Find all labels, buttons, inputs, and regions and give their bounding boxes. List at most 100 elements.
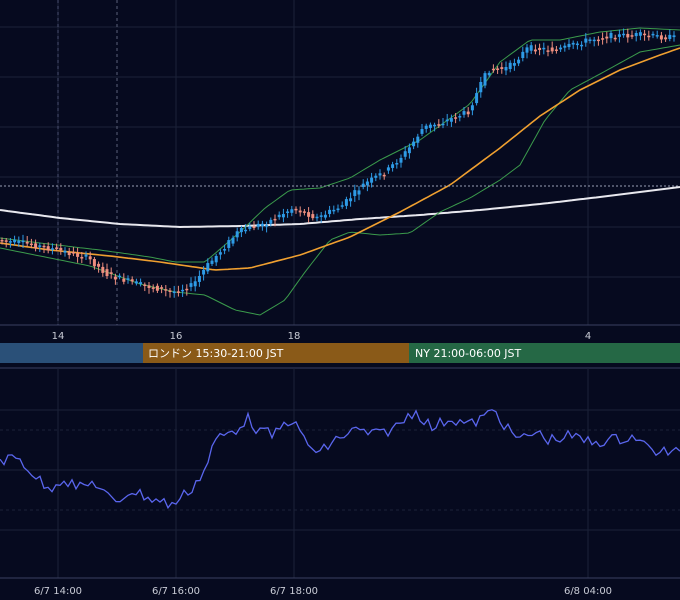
candle-body [584, 38, 588, 43]
candle-body [290, 209, 294, 213]
candle-body [307, 212, 311, 217]
candle-body [349, 198, 353, 202]
candle-body [500, 67, 504, 69]
candle-body [433, 124, 437, 127]
candle-body [38, 245, 42, 247]
candle-body [617, 34, 621, 37]
candle-body [235, 231, 239, 238]
candle-body [302, 211, 306, 213]
candle-body [412, 141, 416, 147]
candle-body [336, 208, 340, 211]
candle-body [84, 254, 88, 257]
candle-body [122, 278, 126, 282]
candle-body [160, 287, 164, 289]
candle-body [630, 35, 634, 37]
candle-body [374, 175, 378, 178]
candle-body [647, 35, 651, 38]
candle-body [193, 281, 197, 287]
candle-body [147, 285, 151, 288]
candle-body [176, 291, 180, 293]
candle-body [445, 119, 449, 122]
candle-body [563, 45, 567, 48]
candle-body [286, 211, 290, 213]
candle-body [475, 93, 479, 104]
candle-body [420, 129, 424, 134]
candle-body [227, 240, 231, 248]
x-tick-label: 6/7 18:00 [270, 586, 318, 597]
candle-body [567, 43, 571, 48]
candle-body [218, 252, 222, 255]
candle-body [357, 190, 361, 195]
candle-body [17, 240, 21, 243]
candle-body [34, 243, 38, 249]
candle-body [521, 51, 525, 58]
candle-body [269, 219, 273, 224]
sma-line [0, 186, 680, 229]
candle-body [248, 226, 252, 230]
candle-body [601, 38, 605, 40]
candle-body [588, 39, 592, 41]
candle-body [559, 47, 563, 50]
candle-body [554, 49, 558, 51]
x-tick-label: 14 [52, 331, 65, 342]
candle-body [504, 67, 508, 71]
session-band-london [143, 343, 409, 363]
candle-body [311, 214, 315, 219]
candle-body [0, 239, 4, 242]
candle-body [42, 245, 46, 248]
x-tick-label: 18 [288, 331, 301, 342]
candle-body [395, 163, 399, 165]
candle-body [92, 259, 96, 267]
candle-body [533, 49, 537, 52]
candle-body [55, 247, 59, 249]
candle-body [328, 209, 332, 214]
x-tick-label: 6/7 16:00 [152, 586, 200, 597]
candle-body [50, 248, 54, 250]
candle-body [298, 210, 302, 213]
candle-body [386, 167, 390, 171]
candle-body [525, 47, 529, 53]
candle-body [4, 240, 8, 242]
candle-body [197, 275, 201, 282]
candle-body [206, 263, 210, 272]
candle-body [622, 33, 626, 36]
candle-body [101, 266, 105, 273]
candle-body [580, 44, 584, 47]
candle-body [143, 284, 147, 287]
candle-body [491, 68, 495, 71]
candle-body [428, 124, 432, 128]
candle-body [538, 47, 542, 51]
candle-body [454, 117, 458, 119]
candle-body [265, 225, 269, 227]
candle-body [407, 147, 411, 154]
candle-body [483, 73, 487, 86]
candle-body [151, 287, 155, 289]
candle-body [97, 263, 101, 267]
candles [0, 28, 676, 298]
lower-pane-grid [0, 368, 680, 578]
candle-body [164, 289, 168, 291]
candle-body [643, 33, 647, 36]
candle-body [441, 123, 445, 126]
candle-body [126, 278, 130, 280]
candle-body [260, 223, 264, 227]
candle-body [659, 35, 663, 40]
candle-body [575, 43, 579, 46]
candle-body [185, 288, 189, 291]
candle-body [113, 276, 117, 280]
candle-body [231, 237, 235, 244]
session-band-ny [409, 343, 680, 363]
candle-body [605, 36, 609, 39]
candle-body [8, 241, 12, 243]
candle-body [529, 45, 533, 51]
candle-body [651, 33, 655, 36]
candle-body [340, 205, 344, 207]
candle-body [134, 281, 138, 284]
candle-body [592, 39, 596, 42]
session-label-london: ロンドン 15:30-21:00 JST [148, 347, 284, 360]
candle-body [437, 124, 441, 126]
candle-body [118, 275, 122, 278]
candle-body [655, 35, 659, 37]
